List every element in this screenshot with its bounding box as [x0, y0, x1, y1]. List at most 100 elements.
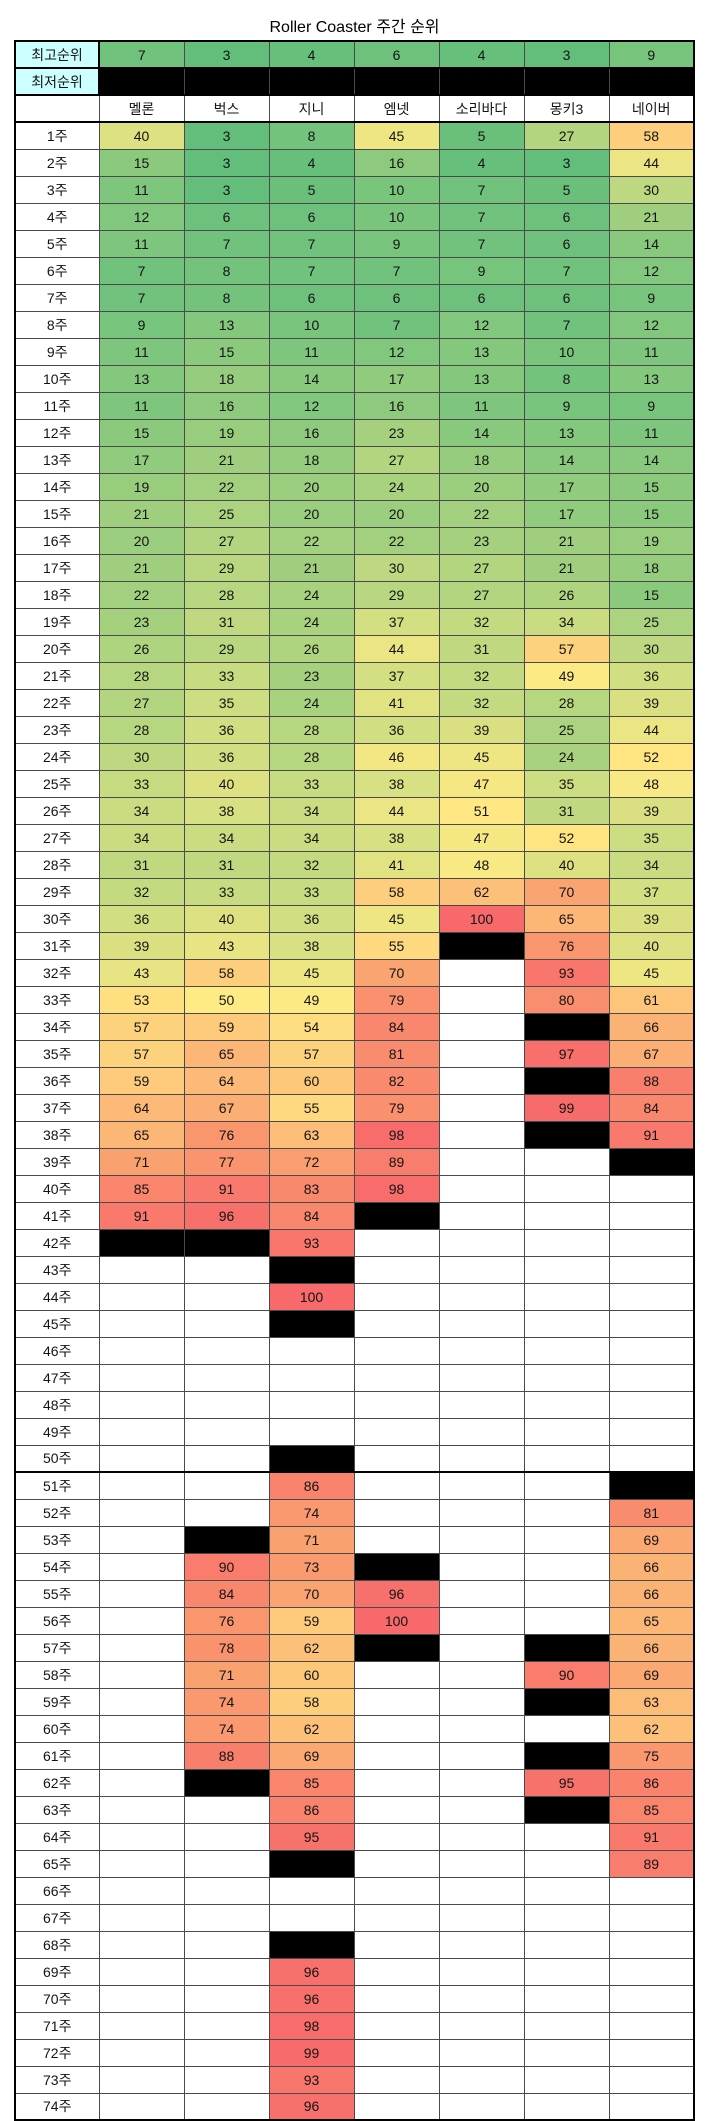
- week-label[interactable]: 69주: [14, 1957, 100, 1986]
- rank-cell[interactable]: 18: [183, 364, 270, 393]
- rank-cell[interactable]: 7: [353, 256, 440, 285]
- rank-cell[interactable]: 28: [183, 580, 270, 609]
- rank-cell[interactable]: 63: [608, 1687, 695, 1716]
- rank-cell[interactable]: [183, 2011, 270, 2040]
- rank-cell[interactable]: 89: [353, 1147, 440, 1176]
- rank-cell[interactable]: [353, 1201, 440, 1230]
- rank-cell[interactable]: 5: [523, 175, 610, 204]
- best-rank-cell[interactable]: 6: [353, 40, 440, 69]
- rank-cell[interactable]: 40: [98, 121, 185, 150]
- week-label[interactable]: 24주: [14, 742, 100, 771]
- week-label[interactable]: 62주: [14, 1768, 100, 1797]
- rank-cell[interactable]: 35: [183, 688, 270, 717]
- rank-cell[interactable]: [98, 1363, 185, 1392]
- rank-cell[interactable]: [183, 1282, 270, 1311]
- rank-cell[interactable]: [353, 1930, 440, 1959]
- week-label[interactable]: 11주: [14, 391, 100, 420]
- rank-cell[interactable]: 37: [353, 607, 440, 636]
- rank-cell[interactable]: [353, 2038, 440, 2067]
- rank-cell[interactable]: [608, 1174, 695, 1203]
- rank-cell[interactable]: 86: [268, 1795, 355, 1824]
- rank-cell[interactable]: 34: [268, 823, 355, 852]
- rank-cell[interactable]: 44: [353, 634, 440, 663]
- rank-cell[interactable]: 16: [353, 148, 440, 177]
- rank-cell[interactable]: [438, 1039, 525, 1068]
- column-header[interactable]: 벅스: [183, 94, 270, 123]
- best-rank-cell[interactable]: 4: [268, 40, 355, 69]
- rank-cell[interactable]: 6: [183, 202, 270, 231]
- rank-cell[interactable]: 43: [98, 958, 185, 987]
- rank-cell[interactable]: 38: [183, 796, 270, 825]
- best-rank-cell[interactable]: 3: [183, 40, 270, 69]
- rank-cell[interactable]: [353, 1714, 440, 1743]
- rank-cell[interactable]: [438, 1741, 525, 1770]
- rank-cell[interactable]: [438, 1147, 525, 1176]
- rank-cell[interactable]: 74: [183, 1714, 270, 1743]
- rank-cell[interactable]: [438, 1660, 525, 1689]
- rank-cell[interactable]: 36: [98, 904, 185, 933]
- rank-cell[interactable]: [98, 1525, 185, 1554]
- rank-cell[interactable]: 100: [268, 1282, 355, 1311]
- rank-cell[interactable]: 34: [523, 607, 610, 636]
- rank-cell[interactable]: [608, 1282, 695, 1311]
- rank-cell[interactable]: [183, 1903, 270, 1932]
- rank-cell[interactable]: [353, 1282, 440, 1311]
- week-label[interactable]: 60주: [14, 1714, 100, 1743]
- rank-cell[interactable]: [608, 1471, 695, 1500]
- rank-cell[interactable]: [523, 1363, 610, 1392]
- rank-cell[interactable]: 71: [98, 1147, 185, 1176]
- rank-cell[interactable]: 11: [608, 337, 695, 366]
- rank-cell[interactable]: [183, 1390, 270, 1419]
- rank-cell[interactable]: 32: [268, 850, 355, 879]
- rank-cell[interactable]: 40: [608, 931, 695, 960]
- rank-cell[interactable]: 36: [353, 715, 440, 744]
- rank-cell[interactable]: 39: [438, 715, 525, 744]
- week-label[interactable]: 9주: [14, 337, 100, 366]
- rank-cell[interactable]: 27: [183, 526, 270, 555]
- rank-cell[interactable]: 99: [268, 2038, 355, 2067]
- rank-cell[interactable]: 6: [268, 283, 355, 312]
- rank-cell[interactable]: 84: [608, 1093, 695, 1122]
- rank-cell[interactable]: [98, 1957, 185, 1986]
- rank-cell[interactable]: 30: [608, 175, 695, 204]
- rank-cell[interactable]: 34: [183, 823, 270, 852]
- rank-cell[interactable]: [523, 2038, 610, 2067]
- rank-cell[interactable]: 14: [268, 364, 355, 393]
- rank-cell[interactable]: [608, 1984, 695, 2013]
- rank-cell[interactable]: [98, 1336, 185, 1365]
- rank-cell[interactable]: 22: [98, 580, 185, 609]
- rank-cell[interactable]: 78: [183, 1633, 270, 1662]
- rank-cell[interactable]: 11: [98, 229, 185, 258]
- rank-cell[interactable]: 23: [98, 607, 185, 636]
- rank-cell[interactable]: 23: [438, 526, 525, 555]
- rank-cell[interactable]: 59: [98, 1066, 185, 1095]
- rank-cell[interactable]: [438, 1282, 525, 1311]
- rank-cell[interactable]: [98, 1579, 185, 1608]
- rank-cell[interactable]: 71: [268, 1525, 355, 1554]
- rank-cell[interactable]: 59: [268, 1606, 355, 1635]
- rank-cell[interactable]: 96: [353, 1579, 440, 1608]
- rank-cell[interactable]: 37: [608, 877, 695, 906]
- rank-cell[interactable]: [608, 2038, 695, 2067]
- rank-cell[interactable]: [183, 1957, 270, 1986]
- rank-cell[interactable]: 46: [353, 742, 440, 771]
- rank-cell[interactable]: 3: [183, 175, 270, 204]
- rank-cell[interactable]: 74: [183, 1687, 270, 1716]
- rank-cell[interactable]: [268, 1336, 355, 1365]
- rank-cell[interactable]: [438, 1822, 525, 1851]
- rank-cell[interactable]: 16: [268, 418, 355, 447]
- rank-cell[interactable]: 20: [98, 526, 185, 555]
- rank-cell[interactable]: [268, 1417, 355, 1446]
- rank-cell[interactable]: 9: [353, 229, 440, 258]
- rank-cell[interactable]: 28: [268, 715, 355, 744]
- week-label[interactable]: 25주: [14, 769, 100, 798]
- rank-cell[interactable]: 72: [268, 1147, 355, 1176]
- rank-cell[interactable]: 99: [523, 1093, 610, 1122]
- rank-cell[interactable]: [438, 1093, 525, 1122]
- rank-cell[interactable]: 45: [608, 958, 695, 987]
- rank-cell[interactable]: 85: [608, 1795, 695, 1824]
- rank-cell[interactable]: 64: [183, 1066, 270, 1095]
- rank-cell[interactable]: [268, 1903, 355, 1932]
- rank-cell[interactable]: 40: [183, 904, 270, 933]
- rank-cell[interactable]: 26: [523, 580, 610, 609]
